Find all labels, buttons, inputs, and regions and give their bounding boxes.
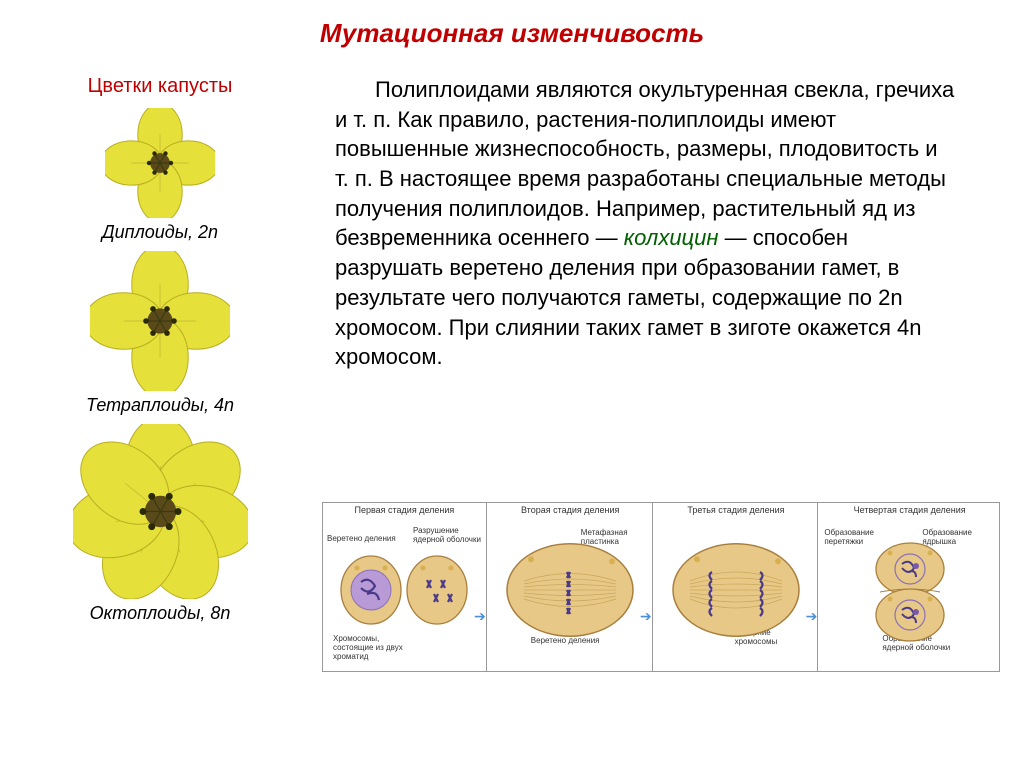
flower-block: Октоплоиды, 8n — [30, 424, 290, 624]
division-panel: Первая стадия деления Веретено деленияРа… — [323, 503, 487, 671]
cell-stage-icon — [835, 535, 985, 645]
flowers-column: Цветки капусты Диплоиды, 2n Тетраплоиды,… — [30, 75, 290, 632]
cell-division-diagram: Первая стадия деления Веретено деленияРа… — [322, 502, 1000, 672]
flower-icon — [73, 424, 248, 599]
colchicine-term: колхицин — [624, 225, 719, 250]
page-title: Мутационная изменчивость — [0, 18, 1024, 49]
flower-caption: Тетраплоиды, 4n — [30, 395, 290, 416]
arrow-icon: ➔ — [640, 608, 652, 625]
flower-caption: Октоплоиды, 8n — [30, 603, 290, 624]
division-panel: Четвертая стадия деления Образование пер… — [820, 503, 999, 671]
arrow-icon: ➔ — [474, 608, 486, 625]
panel-title: Третья стадия деления — [657, 505, 816, 515]
flower-block: Диплоиды, 2n — [30, 108, 290, 243]
division-panel: Вторая стадия деления Метафазная пластин… — [489, 503, 653, 671]
flower-block: Тетраплоиды, 4n — [30, 251, 290, 416]
flower-icon — [90, 251, 230, 391]
flower-icon — [105, 108, 215, 218]
arrow-icon: ➔ — [806, 608, 818, 625]
panel-title: Вторая стадия деления — [491, 505, 650, 515]
cell-stage-icon — [661, 535, 811, 645]
cabbage-header: Цветки капусты — [30, 75, 290, 98]
body-paragraph: Полиплоидами являются окультуренная свек… — [335, 75, 955, 372]
flower-caption: Диплоиды, 2n — [30, 222, 290, 243]
panel-title: Первая стадия деления — [325, 505, 484, 515]
panel-title: Четвертая стадия деления — [822, 505, 997, 515]
division-panel: Третья стадия деления Дочерние хромосомы… — [655, 503, 819, 671]
cell-stage-icon — [495, 535, 645, 645]
cell-stage-icon — [329, 535, 479, 645]
